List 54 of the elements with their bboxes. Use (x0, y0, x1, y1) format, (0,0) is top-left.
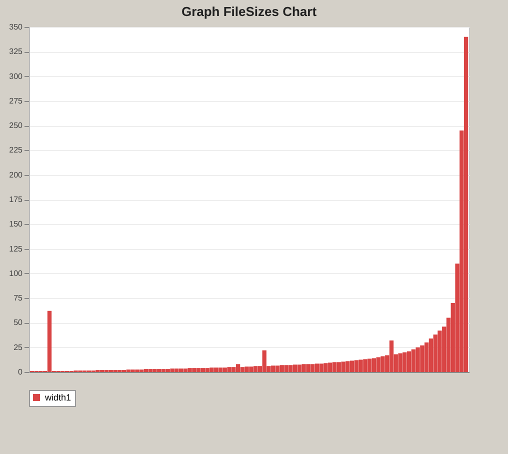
bar (314, 364, 320, 372)
bar (236, 364, 240, 372)
bar (380, 356, 385, 372)
y-tick-label: 150 (9, 220, 24, 229)
bar (178, 368, 184, 372)
bar (350, 360, 354, 372)
bar (428, 338, 434, 372)
y-tick-label: 100 (9, 268, 24, 278)
bar (210, 368, 214, 372)
chart-title: Graph FileSizes Chart (181, 4, 318, 19)
bar (292, 364, 298, 372)
bar (354, 360, 359, 372)
bar (144, 369, 148, 372)
y-tick-label: 300 (9, 72, 24, 81)
y-tick-label: 325 (9, 47, 24, 56)
bar (275, 366, 280, 372)
legend-label: width1 (44, 392, 72, 402)
y-tick-label: 225 (9, 146, 24, 155)
bar (424, 342, 429, 372)
bar (47, 310, 52, 372)
y-tick-label: 75 (14, 294, 24, 303)
bar (372, 358, 376, 372)
bar (161, 369, 166, 372)
bar (200, 368, 206, 372)
y-tick-label: 0 (18, 368, 24, 376)
y-tick-label: 175 (9, 195, 24, 204)
bar (196, 368, 201, 372)
bar (152, 369, 157, 372)
bar (406, 351, 412, 372)
y-tick-label: 250 (9, 121, 24, 130)
bar (253, 366, 258, 372)
bar (183, 368, 188, 372)
bar (227, 367, 232, 372)
y-tick-label: 125 (9, 244, 24, 254)
bar (411, 349, 416, 372)
bar (464, 36, 468, 372)
bar (297, 364, 302, 372)
bar (332, 362, 337, 372)
y-tick-label: 25 (14, 342, 24, 352)
bar (398, 353, 402, 372)
y-tick-label: 50 (14, 318, 24, 328)
bar (389, 340, 394, 372)
bar (240, 367, 245, 372)
bar (310, 364, 315, 372)
bar (324, 363, 328, 372)
bar (367, 358, 372, 372)
y-tick-label: 200 (9, 170, 24, 180)
bar (170, 368, 174, 372)
bar (218, 368, 223, 372)
bar (341, 362, 346, 372)
y-tick-label: 275 (9, 96, 24, 106)
bar (284, 365, 288, 372)
y-tick-label: 350 (9, 22, 24, 32)
bar (438, 330, 442, 372)
